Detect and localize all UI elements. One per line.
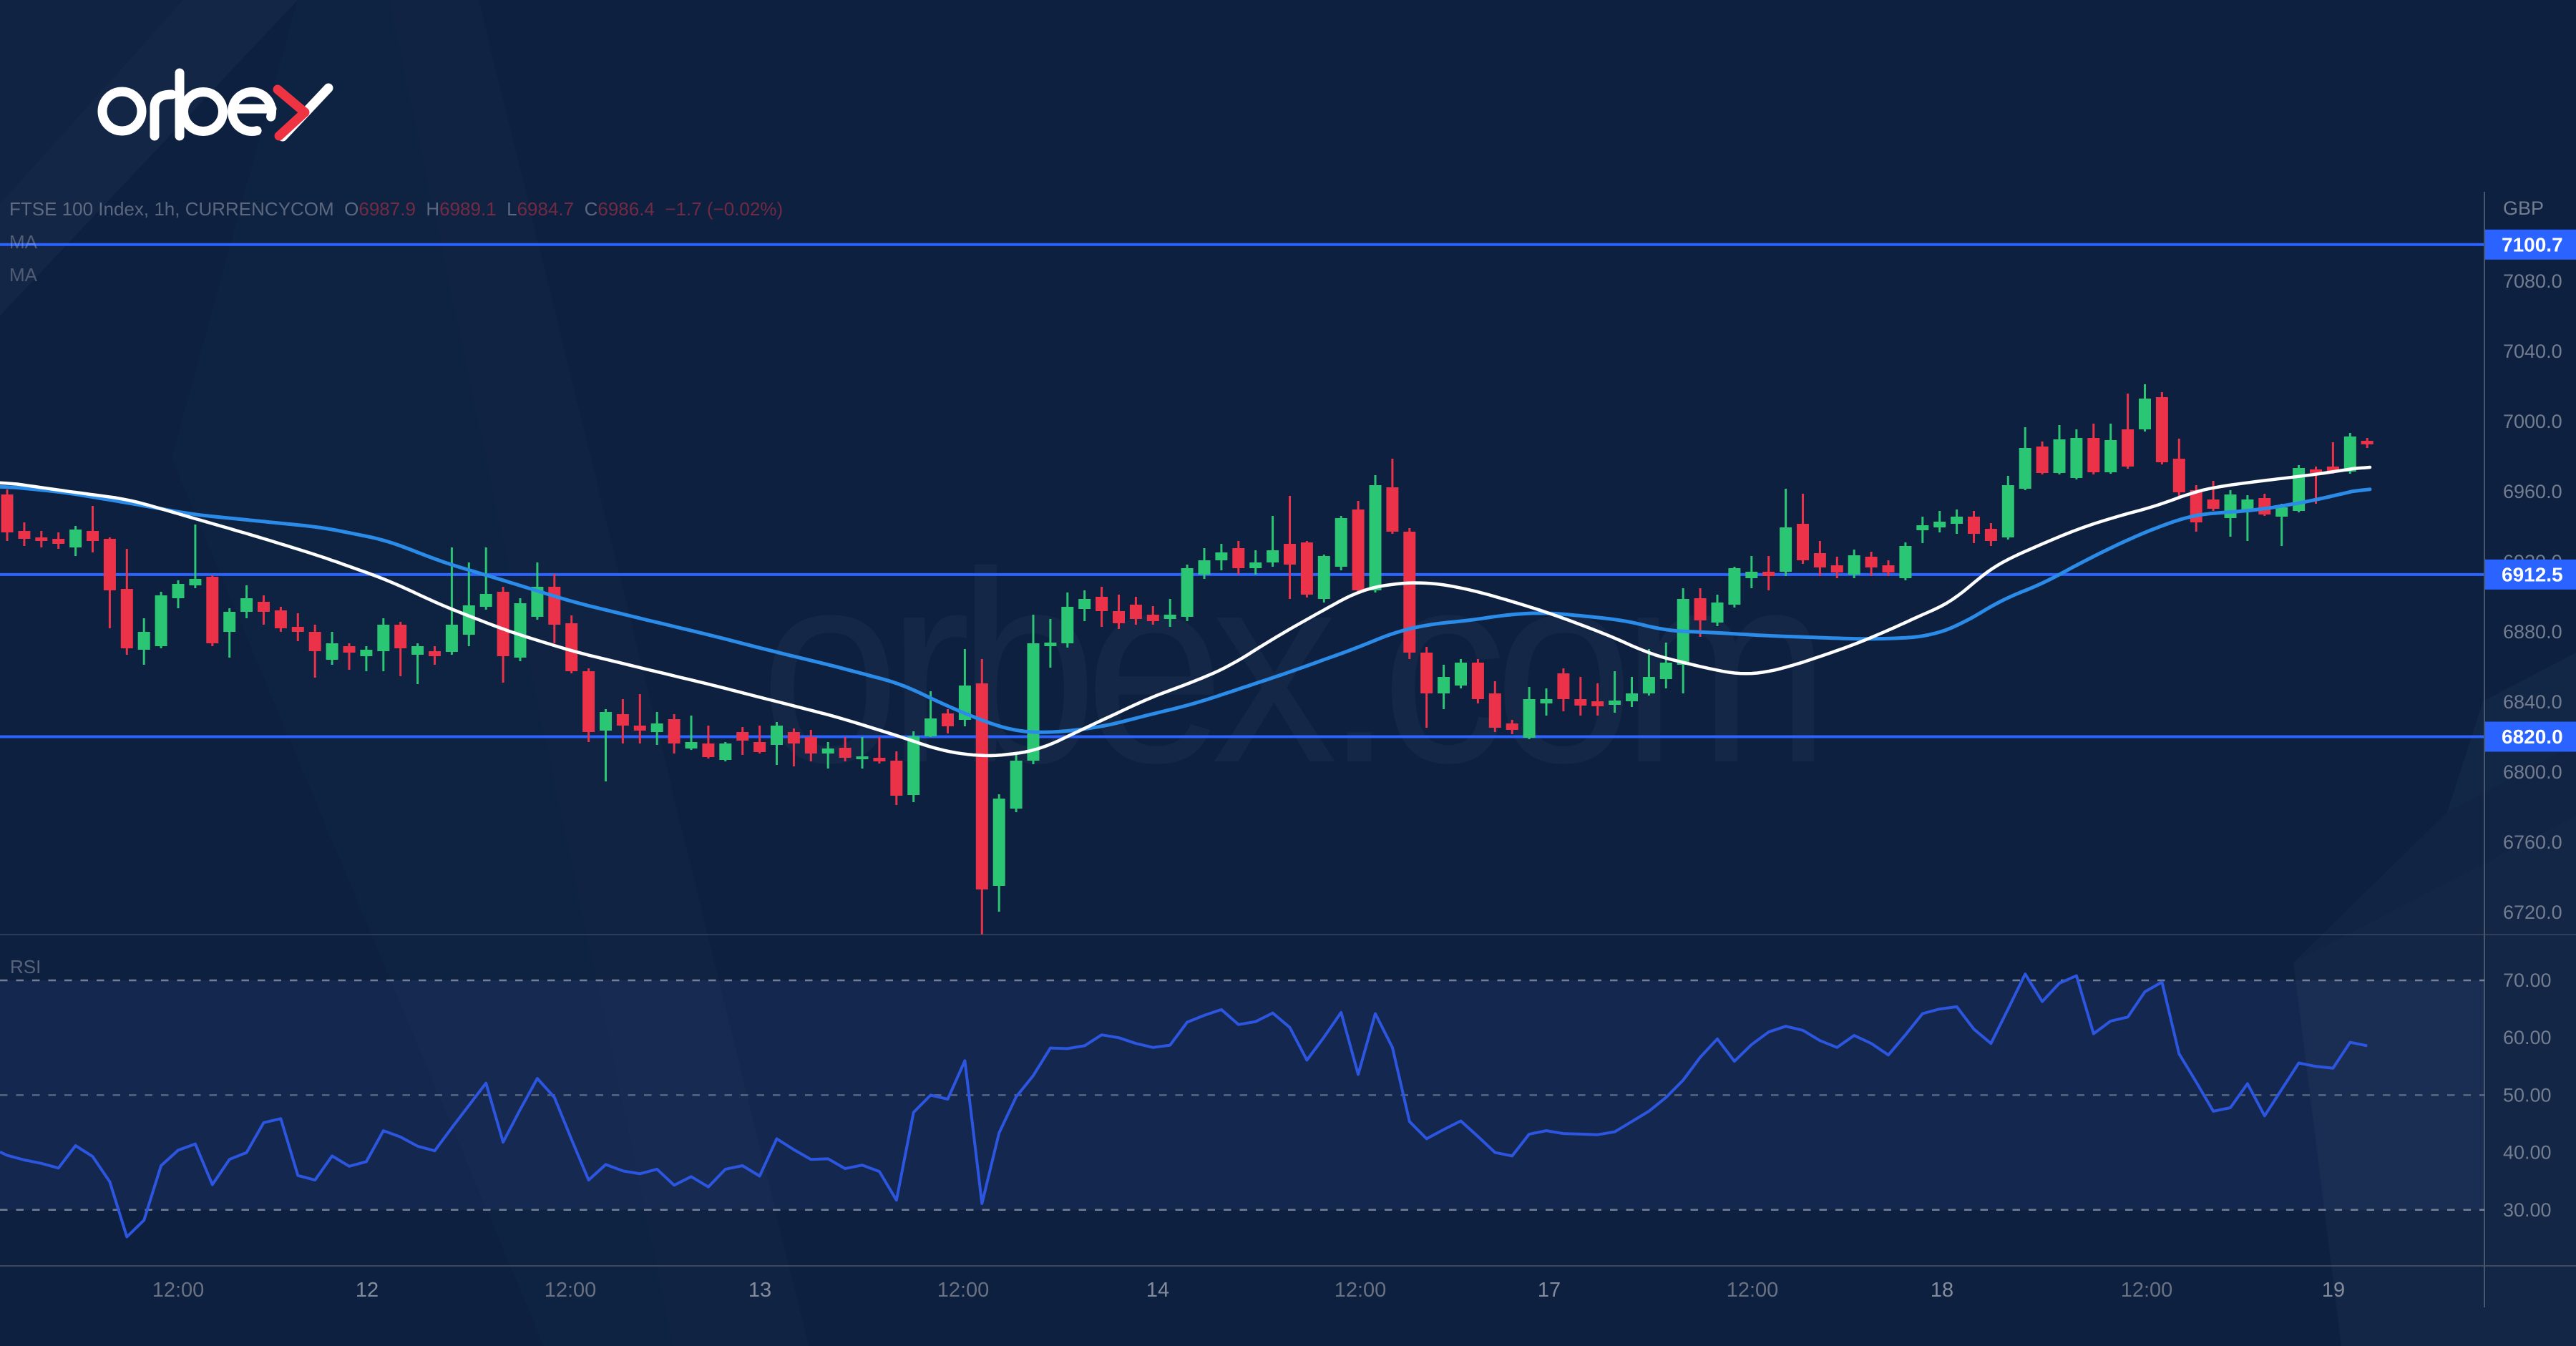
svg-text:7040.0: 7040.0	[2503, 341, 2562, 362]
svg-text:14: 14	[1146, 1279, 1169, 1302]
svg-text:MA: MA	[9, 264, 38, 286]
svg-text:12:00: 12:00	[152, 1279, 205, 1302]
svg-text:MA: MA	[9, 231, 38, 253]
svg-text:6720.0: 6720.0	[2503, 902, 2562, 923]
svg-text:12: 12	[356, 1279, 379, 1302]
svg-text:30.00: 30.00	[2503, 1199, 2552, 1221]
svg-text:6880.0: 6880.0	[2503, 621, 2562, 643]
svg-text:12:00: 12:00	[937, 1279, 990, 1302]
svg-text:6800.0: 6800.0	[2503, 761, 2562, 783]
svg-text:FTSE 100 Index, 1h, CURRENCYCO: FTSE 100 Index, 1h, CURRENCYCOM O6987.9 …	[9, 198, 783, 220]
svg-text:6912.5: 6912.5	[2502, 563, 2563, 585]
svg-text:70.00: 70.00	[2503, 970, 2552, 991]
svg-text:7000.0: 7000.0	[2503, 411, 2562, 432]
svg-text:6760.0: 6760.0	[2503, 832, 2562, 853]
svg-text:RSI: RSI	[10, 956, 41, 977]
svg-text:18: 18	[1931, 1279, 1953, 1302]
svg-text:7080.0: 7080.0	[2503, 270, 2562, 292]
svg-text:GBP: GBP	[2503, 197, 2544, 219]
svg-text:6840.0: 6840.0	[2503, 691, 2562, 713]
svg-text:6960.0: 6960.0	[2503, 481, 2562, 502]
svg-text:50.00: 50.00	[2503, 1084, 2552, 1106]
svg-text:40.00: 40.00	[2503, 1142, 2552, 1164]
svg-text:7100.7: 7100.7	[2502, 233, 2563, 255]
svg-text:12:00: 12:00	[1335, 1279, 1387, 1302]
svg-text:17: 17	[1538, 1279, 1561, 1302]
svg-text:6820.0: 6820.0	[2502, 726, 2563, 748]
svg-text:12:00: 12:00	[1727, 1279, 1779, 1302]
svg-text:12:00: 12:00	[2121, 1279, 2173, 1302]
svg-text:60.00: 60.00	[2503, 1027, 2552, 1048]
svg-text:13: 13	[748, 1279, 771, 1302]
svg-text:12:00: 12:00	[545, 1279, 597, 1302]
svg-text:19: 19	[2322, 1279, 2345, 1302]
